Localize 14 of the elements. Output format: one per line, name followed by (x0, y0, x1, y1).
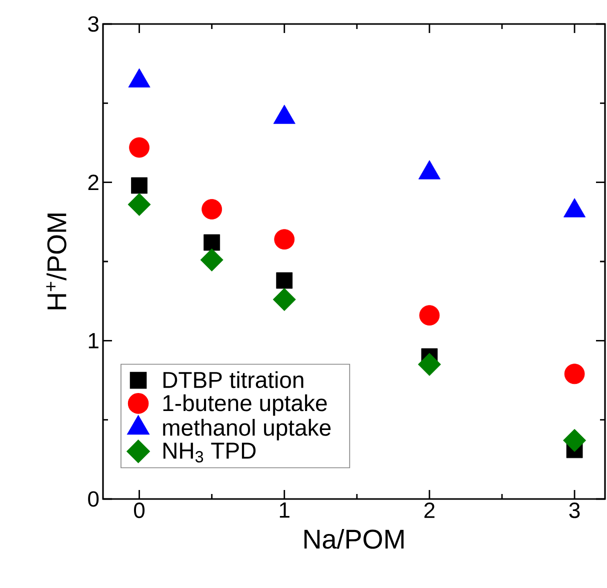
x-axis-title: Na/POM (304, 528, 404, 549)
y-tick-label: 0 (88, 491, 99, 507)
legend-label: NH$_{3}$ TPD (163, 442, 256, 462)
y-tick-label: 3 (88, 16, 99, 32)
x-tick-label: 1 (280, 502, 290, 518)
legend-label: 1-butene uptake (163, 394, 327, 416)
x-tick-label: 2 (424, 502, 434, 518)
legend-label: methanol uptake (163, 418, 331, 440)
x-tick-label: 3 (569, 502, 580, 518)
y-axis-title: H$^{+}$/POM (46, 214, 66, 310)
y-tick-label: 1 (88, 333, 98, 348)
legend-label: DTBP titration (163, 371, 304, 388)
y-tick-label: 2 (88, 174, 98, 190)
x-tick-label: 0 (134, 502, 145, 518)
